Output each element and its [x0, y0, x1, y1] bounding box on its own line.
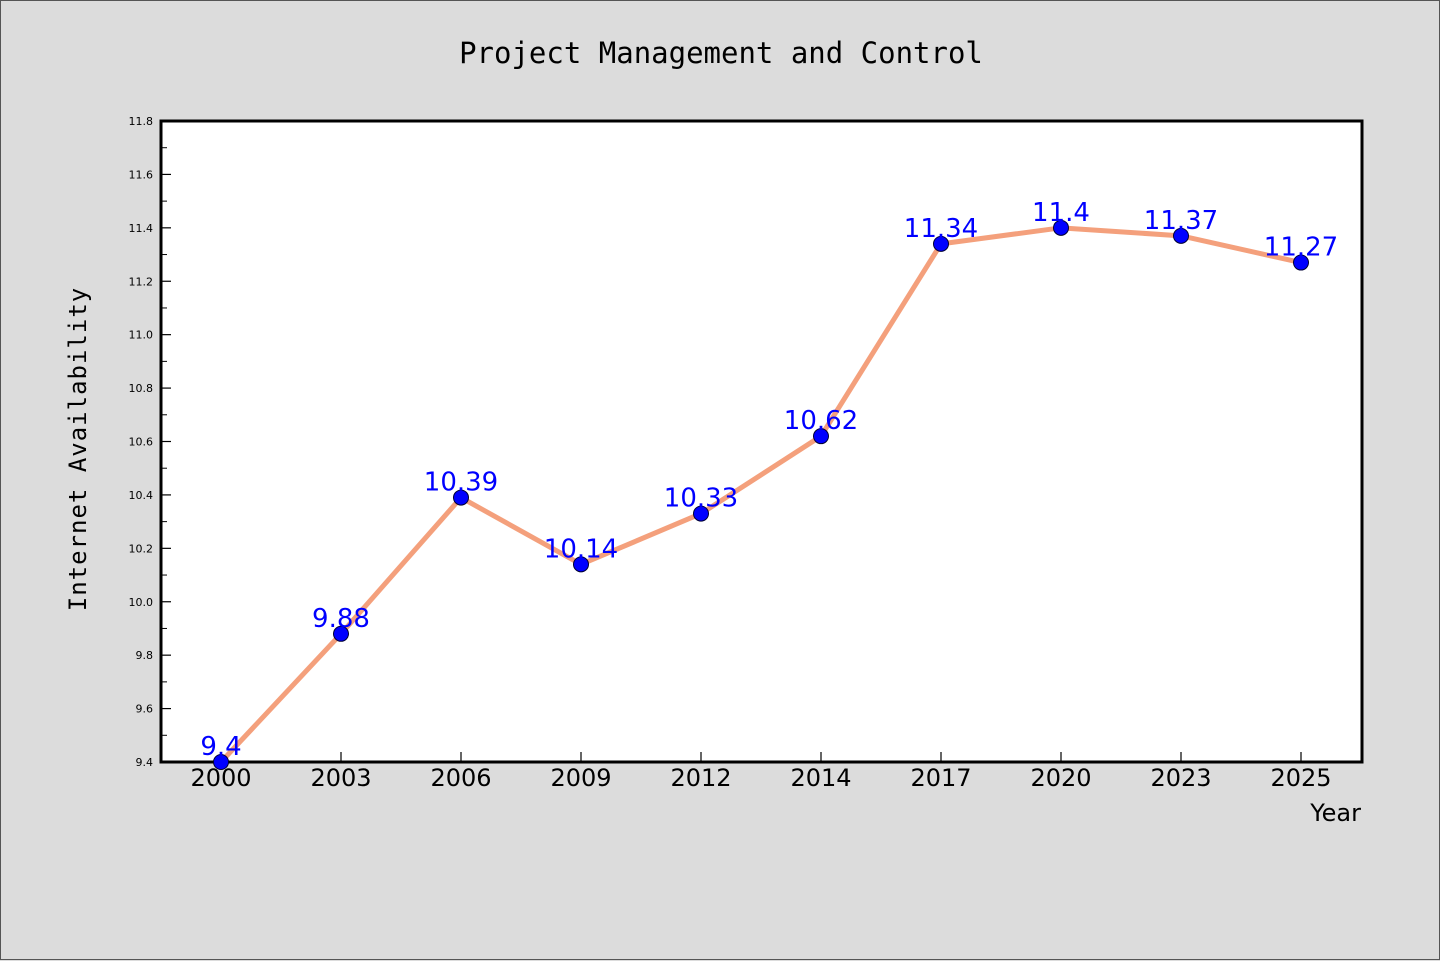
- data-label: 10.39: [424, 468, 498, 498]
- plot-area: [159, 119, 1364, 764]
- data-label: 10.62: [784, 406, 858, 436]
- y-tick-label: 11.6: [129, 168, 154, 181]
- y-tick-label: 9.6: [136, 703, 154, 716]
- y-tick-label: 11.2: [129, 275, 154, 288]
- x-tick-label: 2014: [790, 764, 851, 792]
- x-tick-label: 2009: [550, 764, 611, 792]
- x-tick-label: 2020: [1030, 764, 1091, 792]
- data-label: 11.27: [1264, 233, 1338, 263]
- x-tick-label: 2025: [1270, 764, 1331, 792]
- x-tick-label: 2006: [430, 764, 491, 792]
- data-point: [1053, 219, 1069, 236]
- x-axis-label: Year: [1309, 799, 1361, 827]
- axis-ticks: 9.4 9.6 9.8 10.0 10.2 10.4 10.6 10.8 11.0 11.2 11.…: [129, 115, 1332, 792]
- data-point: [213, 754, 229, 770]
- y-tick-label: 9.4: [136, 756, 154, 769]
- y-tick-label: 10.8: [129, 382, 154, 395]
- data-label-layer: 9.4 9.88 10.39 10.14 10.33 10.62 11.34 11.4 11.3…: [200, 198, 1338, 762]
- data-label: 9.4: [200, 732, 241, 762]
- x-tick-label: 2003: [310, 764, 371, 792]
- y-tick-label: 9.8: [136, 649, 154, 662]
- data-point: [813, 428, 829, 445]
- x-tick-label: 2017: [910, 764, 971, 792]
- series-line: [218, 225, 1304, 765]
- data-point: [933, 235, 949, 252]
- data-point: [693, 505, 709, 522]
- y-tick-label: 10.6: [129, 436, 154, 449]
- data-label: 10.33: [664, 484, 738, 514]
- data-label: 11.4: [1032, 198, 1090, 228]
- y-tick-label: 10.2: [129, 542, 154, 555]
- data-label: 9.88: [312, 604, 370, 634]
- data-point: [333, 625, 349, 642]
- x-tick-label: 2012: [670, 764, 731, 792]
- y-tick-label: 11.0: [129, 329, 154, 342]
- x-tick-label: 2023: [1150, 764, 1211, 792]
- y-axis-label: Internet Availability: [64, 287, 92, 611]
- data-point: [1293, 254, 1309, 271]
- data-label: 11.34: [904, 214, 978, 244]
- data-label: 11.37: [1144, 206, 1218, 236]
- marker-layer: [213, 219, 1309, 770]
- data-point: [1173, 227, 1189, 244]
- chart-title: Project Management and Control: [459, 36, 983, 70]
- data-point: [573, 556, 589, 573]
- y-tick-label: 11.4: [129, 222, 154, 235]
- data-point: [453, 489, 469, 506]
- data-label: 10.14: [544, 534, 618, 564]
- y-tick-label: 11.8: [129, 115, 154, 128]
- y-tick-label: 10.4: [129, 489, 154, 502]
- y-tick-label: 10.0: [129, 596, 154, 609]
- series-line-layer: [218, 225, 1304, 765]
